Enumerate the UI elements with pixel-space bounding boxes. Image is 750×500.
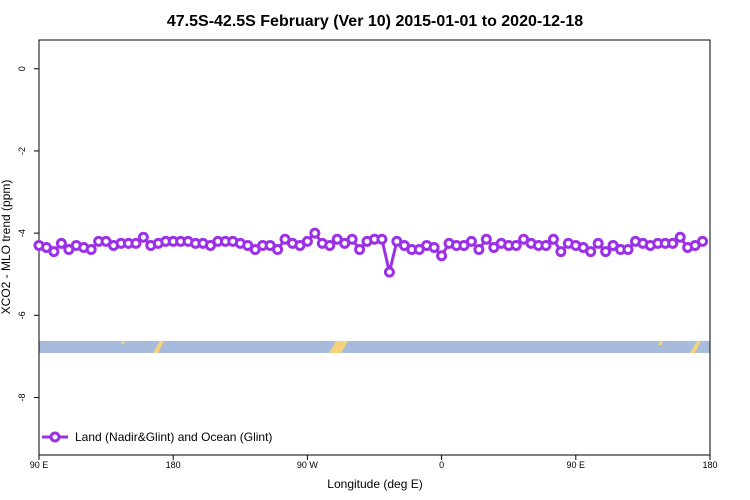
data-point [324,239,336,251]
data-point [547,233,559,245]
chart-title: 47.5S-42.5S February (Ver 10) 2015-01-01… [167,13,583,30]
data-point [473,244,485,256]
x-tick-label: 90 W [297,460,319,470]
data-point [600,246,612,258]
data-point [354,244,366,256]
x-tick-label: 90 E [30,460,49,470]
land-strip [658,341,663,345]
data-point [674,231,686,243]
y-tick-label: -8 [17,393,27,401]
data-point [436,250,448,262]
x-tick-label: 90 E [567,460,586,470]
data-point [465,235,477,247]
data-point [697,235,709,247]
data-point [346,233,358,245]
data-point [272,244,284,256]
data-point [376,233,388,245]
y-axis-label: XCO2 - MLO trend (ppm) [0,180,13,315]
x-axis-label: Longitude (deg E) [327,477,422,491]
legend: Land (Nadir&Glint) and Ocean (Glint) [42,430,272,444]
data-point [85,244,97,256]
land-strip [329,341,348,353]
data-point [555,246,567,258]
data-point [540,239,552,251]
land-strip [690,341,701,353]
legend-label: Land (Nadir&Glint) and Ocean (Glint) [75,430,272,444]
data-point [48,246,60,258]
land-strip [121,341,125,344]
data-point [592,237,604,249]
y-tick-label: 0 [17,66,27,71]
y-tick-label: -6 [17,311,27,319]
data-point [428,242,440,253]
data-point [301,235,313,247]
data-point [55,237,67,249]
x-tick-label: 180 [166,460,181,470]
x-tick-label: 0 [439,460,444,470]
data-point [510,239,522,251]
map-strip [39,341,710,353]
data-point [130,237,142,249]
data-point [667,237,679,249]
ocean-strip [39,341,710,353]
data-point [585,246,597,258]
x-tick-label: 180 [702,460,717,470]
data-point [309,227,321,239]
data-point [383,266,395,278]
data-point [622,244,634,256]
y-tick-label: -4 [17,229,27,237]
y-tick-label: -2 [17,147,27,155]
land-strip [153,341,164,353]
legend-marker [49,431,61,443]
data-point [137,231,149,243]
data-point [480,233,492,245]
